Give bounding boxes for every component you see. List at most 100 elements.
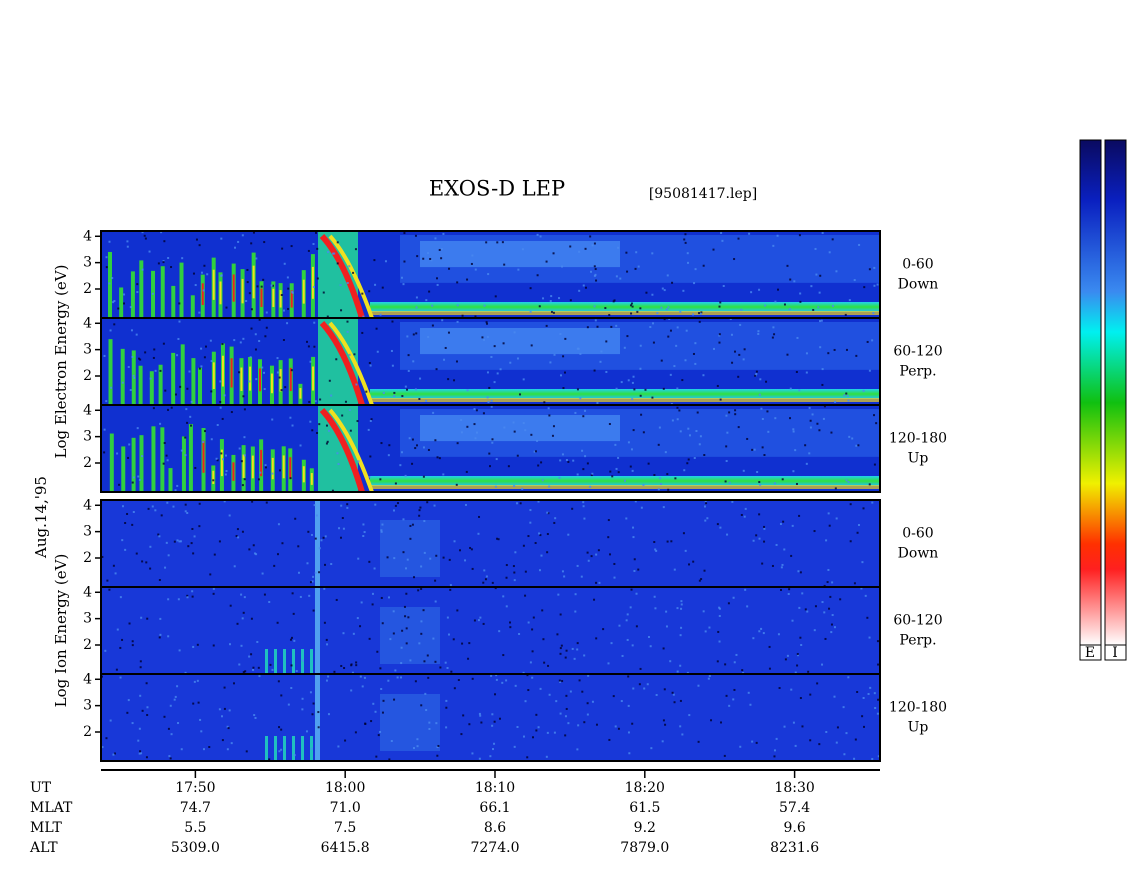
- spectrogram-texture: [612, 300, 615, 303]
- spectrogram-texture: [310, 473, 313, 485]
- spectrogram-texture: [494, 587, 497, 590]
- spectrogram-texture: [352, 271, 355, 274]
- spectrogram-texture: [844, 313, 847, 316]
- spectrogram-texture: [469, 546, 472, 549]
- spectrogram-texture: [468, 723, 471, 726]
- spectrogram-texture: [726, 431, 729, 434]
- spectrogram-texture: [168, 468, 173, 492]
- spectrogram-texture: [309, 420, 312, 423]
- panel-label: 0-60: [902, 526, 933, 542]
- spectrogram-texture: [440, 257, 443, 260]
- spectrogram-texture: [758, 288, 761, 291]
- spectrogram-texture: [559, 459, 562, 462]
- spectrogram-texture: [821, 368, 824, 371]
- spectrogram-texture: [121, 381, 124, 384]
- spectrogram-texture: [497, 538, 500, 541]
- spectrogram-texture: [388, 444, 391, 447]
- spectrogram-texture: [876, 283, 879, 286]
- spectrogram-texture: [251, 455, 254, 479]
- spectrogram-texture: [257, 666, 260, 669]
- spectrogram-texture: [390, 739, 393, 742]
- spectrogram-texture: [191, 527, 194, 530]
- spectrogram-texture: [595, 581, 598, 584]
- spectrogram-texture: [396, 502, 399, 505]
- spectrogram-texture: [855, 354, 858, 357]
- spectrogram-texture: [780, 566, 783, 569]
- spectrogram-texture: [811, 413, 814, 416]
- spectrogram-texture: [286, 276, 289, 279]
- spectrogram-texture: [758, 481, 761, 484]
- spectrogram-texture: [688, 563, 691, 566]
- spectrogram-texture: [848, 299, 851, 302]
- spectrogram-texture: [362, 535, 365, 538]
- spectrogram-texture: [440, 247, 443, 250]
- spectrogram-texture: [551, 434, 554, 437]
- spectrogram-texture: [328, 321, 374, 406]
- spectrogram-texture: [718, 607, 721, 610]
- spectrogram-texture: [240, 460, 243, 463]
- spectrogram-texture: [350, 689, 353, 692]
- spectrogram-texture: [829, 595, 832, 598]
- spectrogram-texture: [302, 279, 305, 304]
- spectrogram-texture: [438, 457, 441, 460]
- spectrogram-texture: [542, 638, 545, 641]
- spectrogram-texture: [139, 358, 142, 361]
- spectrogram-texture: [493, 720, 496, 723]
- spectrogram-texture: [583, 654, 586, 657]
- spectrogram-texture: [635, 592, 638, 595]
- spectrogram-texture: [337, 463, 340, 466]
- spectrogram-texture: [290, 687, 293, 690]
- spectrogram-texture: [630, 448, 633, 451]
- spectrogram-texture: [420, 328, 620, 355]
- spectrogram-texture: [167, 554, 170, 557]
- spectrogram-texture: [631, 305, 634, 308]
- spectrogram-texture: [387, 454, 390, 457]
- spectrogram-texture: [151, 426, 156, 492]
- spectrogram-texture: [478, 515, 481, 518]
- spectrogram-texture: [630, 588, 633, 591]
- spectrogram-texture: [252, 544, 255, 547]
- spectrogram-texture: [216, 423, 219, 426]
- spectrogram-texture: [496, 241, 499, 244]
- spectrogram-texture: [556, 633, 559, 636]
- spectrogram-texture: [420, 704, 423, 707]
- spectrogram-texture: [131, 481, 134, 484]
- spectrogram-texture: [576, 388, 579, 391]
- spectrogram-texture: [240, 367, 243, 391]
- spectrogram-texture: [287, 703, 290, 706]
- spectrogram-texture: [496, 372, 499, 375]
- spectrogram-texture: [766, 410, 769, 413]
- spectrogram-texture: [317, 711, 320, 714]
- spectrogram-texture: [167, 257, 170, 260]
- spectrogram-texture: [479, 616, 482, 619]
- spectrogram-texture: [129, 389, 132, 392]
- spectrogram-texture: [590, 474, 593, 477]
- spectrogram-texture: [737, 237, 740, 240]
- spectrogram-texture: [458, 549, 461, 552]
- spectrogram-texture: [774, 300, 777, 303]
- spectrogram-texture: [871, 339, 874, 342]
- spectrogram-texture: [228, 709, 231, 712]
- spectrogram-texture: [676, 670, 679, 673]
- spectrogram-texture: [676, 387, 679, 390]
- spectrogram-texture: [739, 745, 742, 748]
- spectrogram-texture: [455, 483, 458, 486]
- spectrogram-texture: [835, 517, 838, 520]
- spectrogram-texture: [827, 352, 830, 355]
- spectrogram-texture: [531, 628, 534, 631]
- spectrogram-texture: [834, 400, 837, 403]
- spectrogram-texture: [475, 409, 478, 412]
- spectrogram-texture: [830, 631, 833, 634]
- spectrogram-texture: [380, 530, 383, 533]
- spectrogram-texture: [505, 564, 508, 567]
- spectrogram-texture: [706, 517, 709, 520]
- spectrogram-texture: [772, 244, 775, 247]
- spectrogram-texture: [312, 366, 315, 391]
- spectrogram-texture: [816, 682, 819, 685]
- spectrogram-texture: [212, 470, 215, 485]
- spectrogram-texture: [694, 342, 697, 345]
- spectrogram-texture: [423, 551, 426, 554]
- spectrogram-texture: [270, 284, 273, 287]
- spectrogram-texture: [152, 356, 155, 359]
- spectrogram-texture: [501, 241, 504, 244]
